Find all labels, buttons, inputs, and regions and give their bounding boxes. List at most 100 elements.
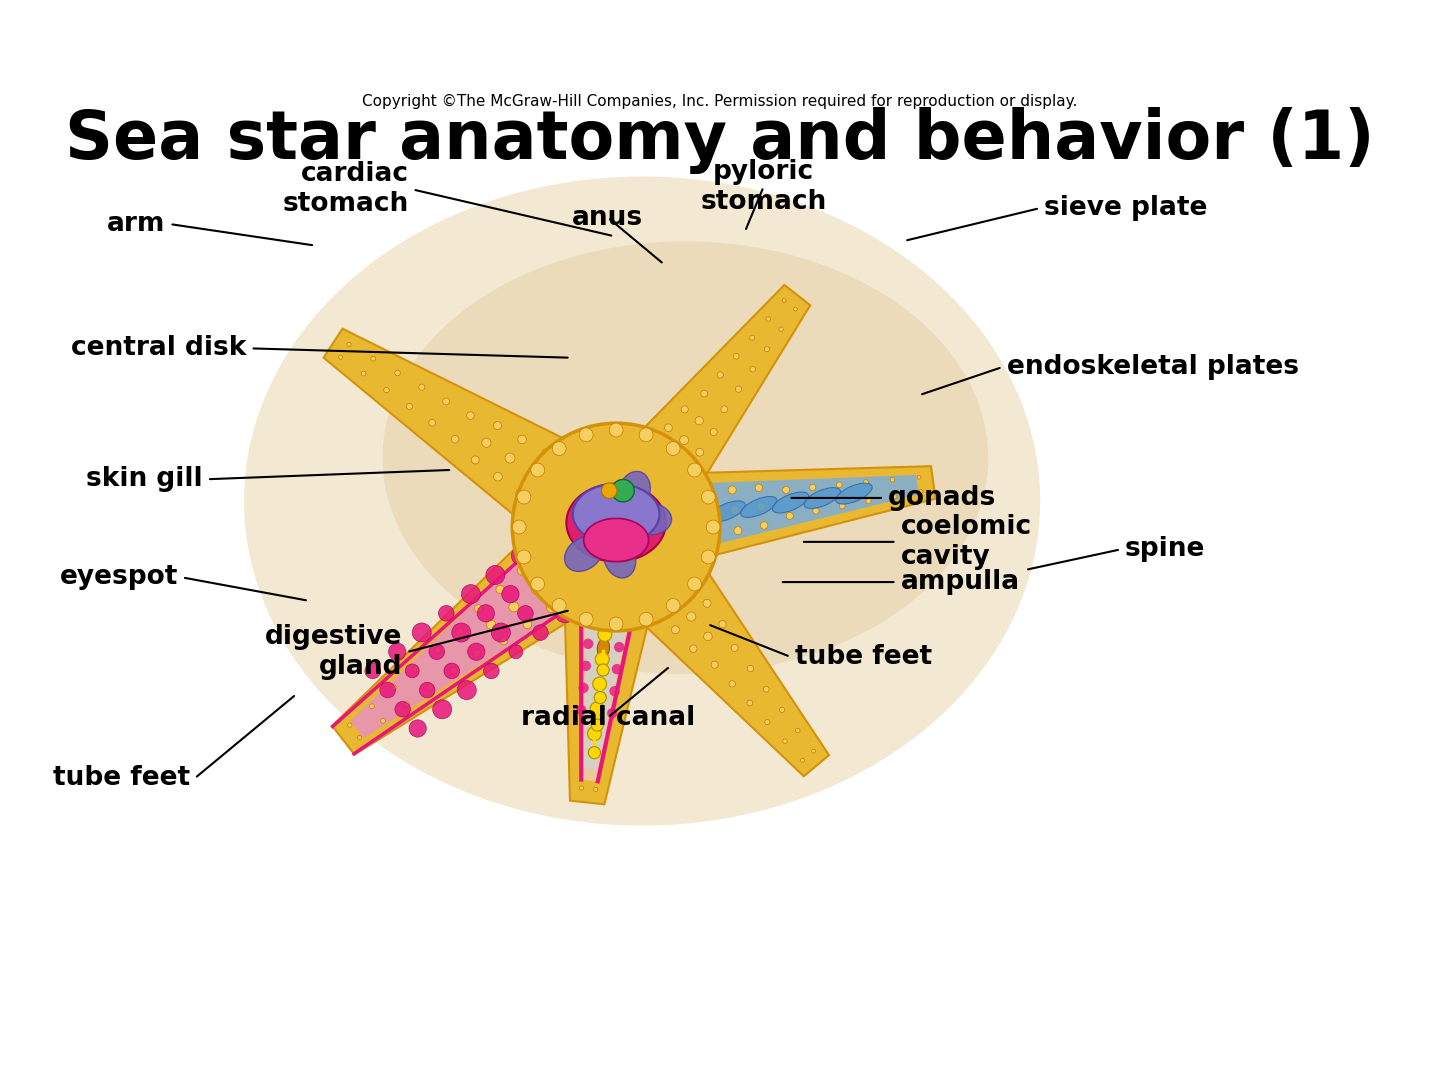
Circle shape [671, 557, 681, 566]
Circle shape [582, 508, 593, 518]
Circle shape [583, 532, 595, 544]
Circle shape [357, 735, 361, 740]
Circle shape [500, 637, 508, 645]
Circle shape [729, 680, 736, 687]
Circle shape [681, 537, 690, 545]
Circle shape [513, 423, 720, 631]
Ellipse shape [583, 518, 648, 562]
Circle shape [435, 647, 441, 653]
Circle shape [491, 623, 510, 642]
Circle shape [531, 577, 544, 591]
Circle shape [579, 786, 583, 791]
Circle shape [552, 442, 566, 456]
Circle shape [585, 617, 596, 627]
Circle shape [347, 723, 351, 727]
Circle shape [639, 612, 652, 626]
Circle shape [505, 454, 516, 463]
Circle shape [812, 508, 819, 514]
Circle shape [687, 578, 696, 586]
Circle shape [707, 531, 716, 540]
Circle shape [494, 472, 503, 481]
Circle shape [612, 480, 634, 502]
Circle shape [701, 488, 710, 497]
Circle shape [628, 546, 638, 557]
Circle shape [615, 478, 625, 488]
Circle shape [451, 666, 456, 674]
Circle shape [717, 372, 723, 378]
Circle shape [494, 421, 501, 430]
Circle shape [583, 638, 593, 649]
Circle shape [779, 327, 783, 332]
Circle shape [779, 707, 785, 713]
Circle shape [598, 627, 612, 642]
Circle shape [634, 492, 644, 503]
Circle shape [426, 684, 433, 690]
Circle shape [688, 577, 701, 591]
Circle shape [405, 664, 419, 678]
Ellipse shape [566, 484, 665, 562]
Circle shape [755, 484, 763, 491]
Circle shape [648, 442, 657, 450]
Circle shape [919, 489, 923, 494]
Circle shape [588, 727, 602, 741]
Circle shape [361, 372, 366, 376]
Circle shape [598, 664, 609, 676]
Circle shape [865, 499, 871, 503]
Circle shape [616, 553, 628, 564]
Circle shape [701, 390, 707, 397]
Circle shape [635, 551, 647, 563]
Circle shape [482, 438, 491, 447]
Circle shape [579, 428, 593, 442]
Circle shape [412, 623, 431, 642]
Circle shape [526, 566, 544, 584]
Circle shape [567, 568, 582, 582]
Polygon shape [626, 475, 919, 564]
Ellipse shape [602, 595, 613, 613]
Circle shape [639, 514, 651, 525]
Circle shape [635, 588, 644, 596]
Circle shape [347, 342, 351, 347]
Circle shape [518, 435, 527, 444]
Text: eyespot: eyespot [59, 565, 177, 591]
Circle shape [579, 683, 589, 693]
Ellipse shape [599, 617, 612, 636]
Circle shape [461, 584, 481, 604]
Polygon shape [577, 285, 811, 557]
Circle shape [570, 586, 580, 596]
Circle shape [786, 512, 793, 519]
Circle shape [531, 584, 541, 594]
Circle shape [639, 528, 649, 538]
Circle shape [681, 469, 690, 476]
Circle shape [513, 521, 526, 534]
Circle shape [649, 516, 661, 527]
Ellipse shape [383, 242, 988, 674]
Circle shape [419, 683, 435, 698]
Circle shape [606, 563, 618, 573]
Polygon shape [579, 523, 654, 781]
Circle shape [582, 589, 592, 598]
Circle shape [599, 647, 608, 656]
Ellipse shape [708, 501, 746, 522]
Circle shape [590, 702, 603, 716]
Circle shape [495, 585, 504, 594]
Circle shape [801, 758, 805, 762]
Circle shape [763, 686, 769, 692]
Text: pyloric
stomach: pyloric stomach [700, 159, 827, 215]
Circle shape [612, 664, 622, 674]
Circle shape [671, 625, 680, 634]
Circle shape [654, 607, 662, 616]
Circle shape [456, 627, 464, 635]
Circle shape [576, 548, 588, 559]
Circle shape [696, 448, 704, 456]
Circle shape [704, 632, 713, 640]
Circle shape [442, 397, 449, 405]
Circle shape [583, 702, 589, 708]
Text: radial canal: radial canal [521, 704, 696, 730]
Circle shape [733, 353, 739, 360]
Circle shape [477, 605, 494, 622]
Circle shape [667, 488, 677, 497]
Circle shape [338, 355, 343, 360]
Polygon shape [350, 505, 628, 738]
Ellipse shape [573, 496, 612, 530]
Circle shape [580, 585, 598, 603]
